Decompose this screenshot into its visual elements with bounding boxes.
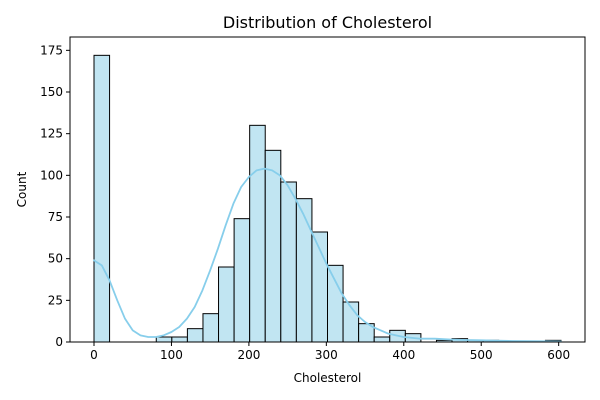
y-axis-ticks: 0 25 50 75 100 125 150 175 — [40, 43, 70, 349]
histogram-bar — [280, 181, 297, 343]
x-tick-label: 400 — [392, 348, 415, 362]
x-axis-label: Cholesterol — [294, 371, 362, 385]
x-tick-label: 0 — [90, 348, 98, 362]
x-tick-label: 100 — [160, 348, 183, 362]
histogram-bar — [373, 336, 391, 343]
y-axis-label: Count — [15, 171, 29, 207]
x-tick-label: 600 — [547, 348, 570, 362]
histogram-bar — [218, 266, 235, 343]
x-tick-label: 500 — [470, 348, 493, 362]
y-tick-label: 150 — [40, 85, 63, 99]
x-axis-ticks: 0 100 200 300 400 500 600 — [90, 342, 570, 362]
y-tick-label: 25 — [48, 293, 63, 307]
x-tick-label: 200 — [237, 348, 260, 362]
bars-group — [93, 54, 562, 343]
histogram-bar — [264, 149, 282, 343]
y-tick-label: 175 — [40, 43, 63, 57]
histogram-bar — [295, 198, 313, 343]
x-tick-label: 300 — [315, 348, 338, 362]
kde-group — [93, 167, 562, 343]
histogram-bar — [202, 313, 220, 343]
y-tick-label: 0 — [55, 335, 63, 349]
histogram-bar — [249, 124, 266, 343]
histogram-bar — [93, 54, 111, 343]
histogram-bar — [233, 218, 251, 343]
histogram-bar — [171, 336, 188, 343]
kde-curve — [93, 167, 562, 343]
chart-title: Distribution of Cholesterol — [223, 13, 432, 32]
y-tick-label: 100 — [40, 168, 63, 182]
y-tick-label: 125 — [40, 127, 63, 141]
y-tick-label: 50 — [48, 252, 63, 266]
plot-frame — [69, 36, 586, 343]
histogram-bar — [186, 328, 204, 343]
histogram-bar — [155, 336, 173, 343]
y-tick-label: 75 — [48, 210, 63, 224]
histogram-bar — [327, 264, 344, 343]
